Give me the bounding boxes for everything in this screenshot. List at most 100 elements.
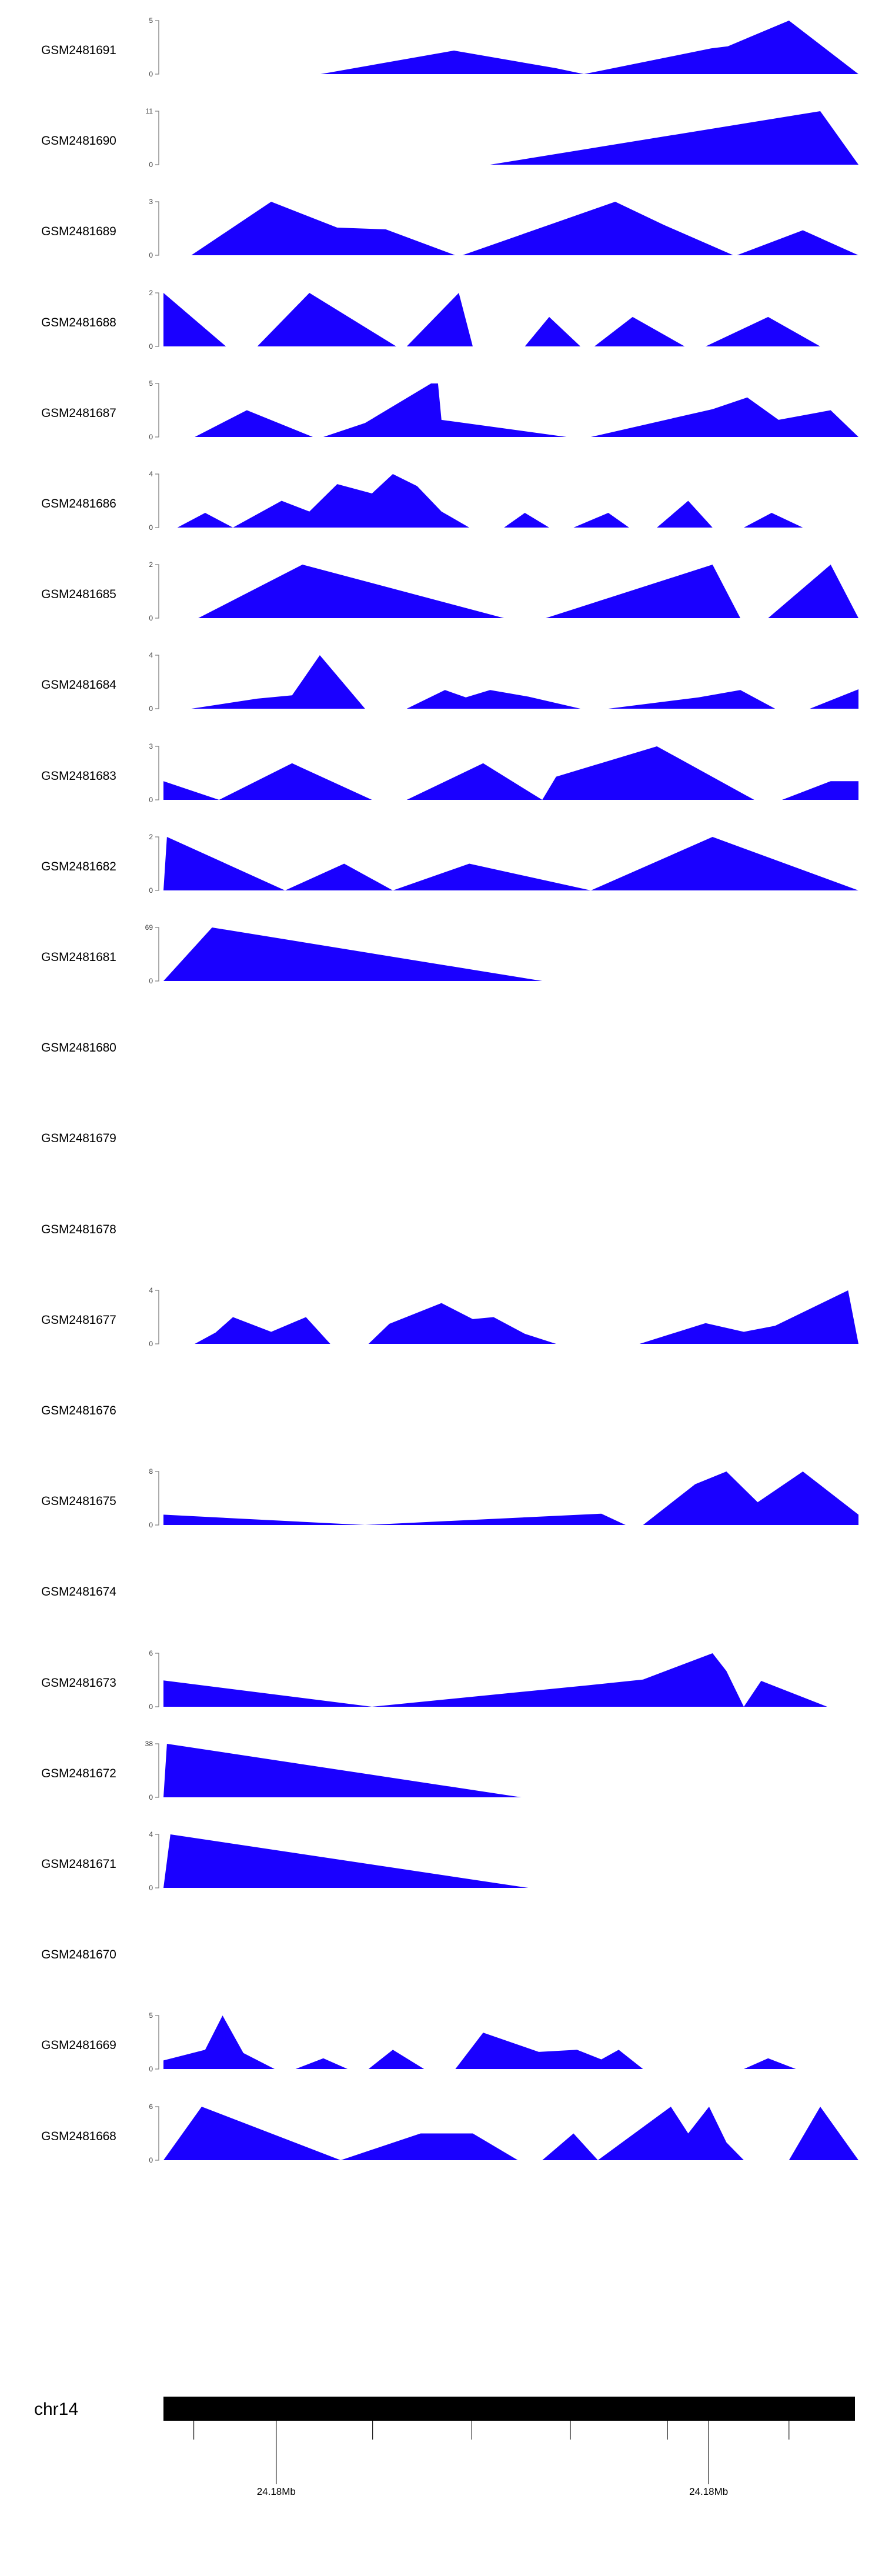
coverage-area[interactable] <box>163 743 858 807</box>
coverage-area[interactable] <box>163 381 858 444</box>
y-tick-zero: 0 <box>149 1340 153 1348</box>
coverage-polygon <box>163 655 858 709</box>
coverage-track[interactable]: GSM2481683 3 0 <box>0 743 882 834</box>
y-tick-zero: 0 <box>149 342 153 351</box>
coverage-track[interactable]: GSM2481685 2 0 <box>0 562 882 652</box>
coverage-track[interactable]: GSM2481677 4 0 <box>0 1287 882 1378</box>
coverage-area[interactable] <box>163 1469 858 1532</box>
y-tick-max: 38 <box>145 1741 153 1748</box>
track-label: GSM2481684 <box>41 678 116 692</box>
y-tick-max: 5 <box>149 2013 153 2020</box>
coverage-track[interactable]: GSM2481669 5 0 <box>0 2013 882 2103</box>
coverage-area[interactable] <box>163 834 858 897</box>
y-tick-zero: 0 <box>149 977 153 985</box>
coverage-area[interactable] <box>163 1287 858 1351</box>
coverage-track[interactable]: GSM2481687 5 0 <box>0 381 882 471</box>
track-label: GSM2481691 <box>41 44 116 57</box>
track-label: GSM2481689 <box>41 225 116 239</box>
y-tick-max: 4 <box>149 652 153 659</box>
track-label: GSM2481690 <box>41 134 116 148</box>
y-tick-zero: 0 <box>149 433 153 441</box>
coverage-area[interactable] <box>163 1831 858 1895</box>
coverage-track[interactable]: GSM2481668 6 0 <box>0 2104 882 2194</box>
coverage-track[interactable]: GSM2481676 <box>0 1378 882 1469</box>
coverage-area[interactable] <box>163 199 858 262</box>
y-tick-max: 5 <box>149 381 153 388</box>
coverage-track[interactable]: GSM2481675 8 0 <box>0 1469 882 1559</box>
coverage-area[interactable] <box>163 290 858 353</box>
coverage-track[interactable]: GSM2481686 4 0 <box>0 471 882 562</box>
track-label: GSM2481671 <box>41 1857 116 1871</box>
coverage-track[interactable]: GSM2481671 4 0 <box>0 1831 882 1922</box>
coverage-track[interactable]: GSM2481678 <box>0 1197 882 1287</box>
coverage-polygon <box>163 565 858 619</box>
coverage-track[interactable]: GSM2481670 <box>0 1922 882 2013</box>
y-tick-zero: 0 <box>149 523 153 532</box>
coverage-area[interactable] <box>163 2104 858 2167</box>
coverage-polygon <box>163 383 858 437</box>
y-axis-line <box>155 383 159 438</box>
y-axis-line <box>155 1471 159 1526</box>
chromosome-ideogram-bar[interactable] <box>163 2397 855 2421</box>
coverage-track[interactable]: GSM2481688 2 0 <box>0 290 882 381</box>
track-label: GSM2481672 <box>41 1766 116 1780</box>
coverage-area[interactable] <box>163 108 858 172</box>
y-tick-max: 4 <box>149 1287 153 1294</box>
y-tick-zero: 0 <box>149 251 153 259</box>
coverage-area[interactable] <box>163 1650 858 1714</box>
coverage-area[interactable] <box>163 925 858 988</box>
coverage-area[interactable] <box>163 652 858 716</box>
y-tick-max: 6 <box>149 2104 153 2111</box>
y-axis-line <box>155 1834 159 1888</box>
coverage-track[interactable]: GSM2481690 11 0 <box>0 108 882 199</box>
y-tick-zero: 0 <box>149 1521 153 1529</box>
track-label: GSM2481685 <box>41 588 116 602</box>
coverage-area[interactable] <box>163 562 858 625</box>
ideogram-and-ticks[interactable]: 24.18Mb 24.18Mb <box>160 2397 858 2511</box>
y-axis-line <box>155 20 159 75</box>
coverage-track[interactable]: GSM2481680 <box>0 1015 882 1106</box>
coverage-area[interactable] <box>163 1741 858 1804</box>
coverage-track[interactable]: GSM2481679 <box>0 1106 882 1196</box>
coverage-track[interactable]: GSM2481672 38 0 <box>0 1741 882 1831</box>
y-tick-zero: 0 <box>149 796 153 804</box>
track-label: GSM2481688 <box>41 315 116 329</box>
coverage-track[interactable]: GSM2481674 <box>0 1559 882 1650</box>
coverage-polygon <box>163 202 858 256</box>
y-axis-line <box>155 201 159 256</box>
y-tick-max: 2 <box>149 290 153 297</box>
y-tick-zero: 0 <box>149 705 153 713</box>
y-axis-line <box>155 836 159 891</box>
track-label: GSM2481679 <box>41 1132 116 1146</box>
track-label: GSM2481682 <box>41 859 116 873</box>
y-tick-max: 4 <box>149 1831 153 1838</box>
track-label: GSM2481669 <box>41 2038 116 2053</box>
y-tick-zero: 0 <box>149 614 153 622</box>
coverage-track[interactable]: GSM2481691 5 0 <box>0 18 882 108</box>
coverage-area[interactable] <box>163 18 858 81</box>
y-tick-zero: 0 <box>149 1884 153 1892</box>
coverage-polygon <box>163 21 858 74</box>
coverage-area[interactable] <box>163 471 858 535</box>
track-y-axis: 69 0 <box>135 925 163 988</box>
coverage-area[interactable] <box>163 2013 858 2076</box>
coverage-track[interactable]: GSM2481673 6 0 <box>0 1650 882 1741</box>
track-y-axis: 11 0 <box>135 108 163 172</box>
y-tick-max: 5 <box>149 18 153 25</box>
track-label: GSM2481670 <box>41 1948 116 1962</box>
coverage-track[interactable]: GSM2481682 2 0 <box>0 834 882 925</box>
coverage-track[interactable]: GSM2481681 69 0 <box>0 925 882 1015</box>
y-axis-line <box>155 745 159 800</box>
coverage-polygon <box>163 2016 858 2070</box>
track-label: GSM2481680 <box>41 1041 116 1055</box>
coverage-track[interactable]: GSM2481689 3 0 <box>0 199 882 289</box>
coverage-track[interactable]: GSM2481684 4 0 <box>0 652 882 743</box>
